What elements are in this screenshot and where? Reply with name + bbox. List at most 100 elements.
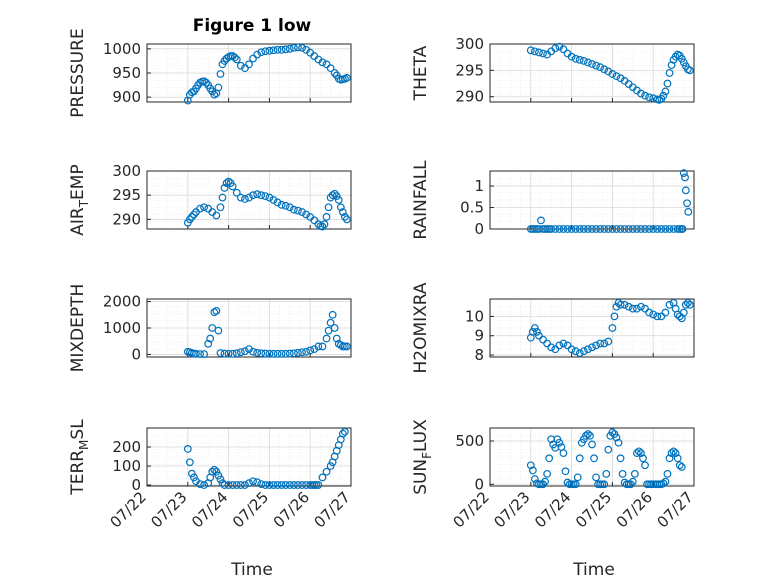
data-point (281, 481, 290, 489)
data-point (559, 339, 568, 348)
axes-rainfall: 0 0.5 1 RAINFALL (411, 160, 695, 240)
data-point (584, 225, 592, 233)
data-point (187, 469, 196, 478)
data-point (265, 193, 274, 202)
data-point (281, 45, 290, 54)
data-point (210, 308, 219, 317)
data-point (265, 349, 274, 358)
data-point (228, 182, 237, 191)
data-point (187, 213, 196, 221)
data-point (563, 225, 572, 233)
data-point (249, 191, 257, 200)
data-point (555, 225, 564, 233)
data-point (641, 461, 649, 470)
data-point (298, 348, 306, 357)
data-point (533, 327, 541, 336)
data-point (588, 225, 596, 233)
data-point (220, 57, 229, 65)
axes-box (489, 427, 695, 487)
data-point (659, 91, 668, 100)
data-point (224, 349, 233, 358)
data-point (306, 346, 315, 355)
data-point (681, 186, 690, 195)
data-point (245, 60, 253, 69)
data-point (663, 469, 672, 478)
data-point (332, 192, 341, 201)
data-point (528, 327, 537, 336)
data-point (547, 343, 556, 352)
y-tick-label: 0.5 (460, 199, 484, 217)
data-point (673, 454, 682, 463)
data-point (208, 467, 217, 476)
data-point (277, 349, 286, 358)
data-point (661, 477, 670, 486)
y-axis-label: MIXDEPTH (68, 284, 88, 373)
data-point (212, 467, 221, 476)
data-point (302, 347, 311, 356)
data-point (285, 203, 294, 212)
data-point (571, 54, 580, 63)
data-point (661, 308, 670, 317)
data-point (608, 70, 617, 78)
data-point (289, 43, 298, 52)
data-point (261, 481, 270, 489)
data-point (588, 440, 596, 449)
y-tick-label: 0 (131, 476, 141, 494)
data-point (608, 225, 617, 233)
data-point (604, 337, 613, 346)
y-tick-label: 290 (455, 88, 484, 106)
data-point (218, 193, 227, 202)
data-point (663, 79, 672, 88)
y-tick-label: 0 (131, 345, 141, 363)
data-point (232, 481, 241, 489)
data-point (318, 58, 327, 67)
data-point (528, 466, 537, 475)
data-point (616, 225, 625, 233)
data-point (575, 349, 584, 358)
data-point (265, 46, 274, 55)
data-point (245, 479, 253, 488)
data-point (579, 56, 588, 65)
y-tick-label: 9 (474, 327, 484, 345)
data-point (645, 225, 654, 233)
data-point (551, 44, 560, 53)
axes-h2omixra: 89 10 H2OMIXRA (411, 282, 695, 374)
data-point (214, 471, 223, 480)
data-point (571, 480, 580, 489)
data-point (665, 225, 674, 233)
data-point (584, 58, 592, 67)
data-point (612, 302, 621, 311)
data-point (212, 211, 221, 220)
data-point (294, 348, 302, 357)
data-point (620, 300, 629, 309)
data-point (214, 83, 223, 92)
data-point (241, 347, 249, 356)
data-point (596, 63, 605, 72)
data-point (686, 66, 694, 75)
y-tick-label: 290 (112, 210, 141, 228)
data-point (539, 49, 547, 58)
data-point (200, 77, 209, 86)
data-point (298, 481, 306, 489)
data-point (200, 350, 209, 359)
data-point (277, 481, 286, 489)
axes-pressure: 900 950 1000 PRESSURE (68, 28, 352, 118)
data-point (220, 481, 229, 489)
data-point (338, 208, 347, 216)
data-point (526, 461, 535, 470)
y-tick-label: 100 (112, 457, 141, 475)
data-point (285, 349, 294, 358)
data-point (665, 69, 674, 77)
data-point (537, 216, 545, 225)
data-point (628, 225, 637, 233)
y-tick-label: 500 (455, 432, 484, 450)
x-axis-label-left: Time (230, 560, 273, 580)
data-point (561, 467, 570, 476)
data-point (343, 342, 351, 351)
data-point (653, 312, 662, 321)
data-point (322, 334, 331, 343)
data-point (204, 339, 213, 348)
data-point (602, 469, 611, 478)
data-point (649, 310, 658, 319)
data-point (336, 203, 345, 212)
